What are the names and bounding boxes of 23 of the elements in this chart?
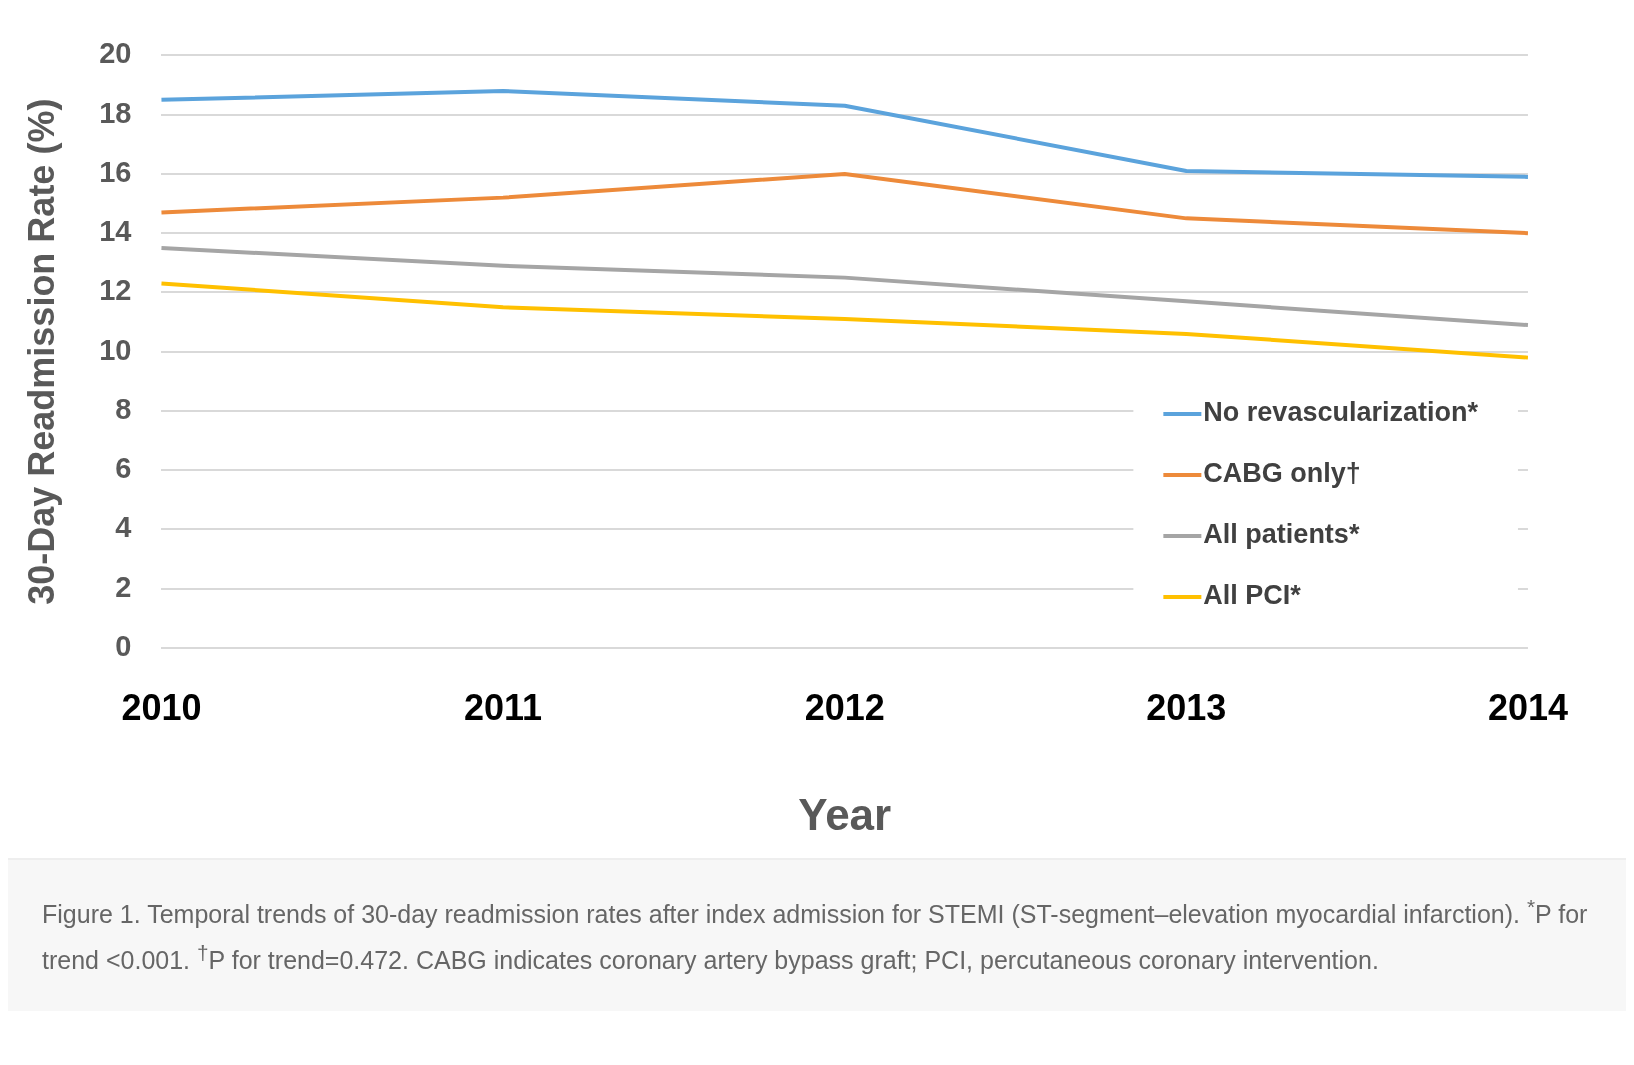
- y-tick-label: 0: [115, 630, 132, 662]
- legend-label: All patients*: [1203, 519, 1360, 550]
- text: Figure 1. Temporal trends of 30-day readmission rates after index admission for STEMI (ST-segment–elevation myocardial infarction). $^{*}$P for trend <0.001. $^{†}$P for trend=0.472. CABG indicates coronary artery bypass graft; PCI, percutaneous coronary intervention.: [42, 895, 1588, 974]
- y-tick-label: 14: [99, 215, 132, 248]
- legend-label: CABG only†: [1203, 458, 1361, 489]
- x-tick-label: 2014: [1487, 686, 1568, 728]
- x-tick-label: 2011: [464, 686, 543, 728]
- x-tick-label: 2013: [1146, 686, 1227, 728]
- x-axis-title: Year: [798, 789, 892, 839]
- y-tick-label: 20: [99, 37, 132, 70]
- x-tick-label: 2012: [804, 686, 885, 728]
- y-tick-label: 2: [115, 570, 132, 603]
- y-tick-label: 8: [115, 392, 132, 425]
- y-tick-label: 6: [115, 452, 132, 485]
- legend-label: No revascularization*: [1203, 397, 1479, 428]
- y-tick-label: 4: [115, 511, 132, 544]
- y-tick-label: 10: [99, 333, 132, 366]
- x-tick-label: 2010: [121, 686, 202, 728]
- y-axis-title: 30-Day Readmission Rate (%): [20, 98, 62, 605]
- y-tick-label: 12: [99, 274, 132, 307]
- y-tick-label: 18: [99, 96, 132, 129]
- y-tick-label: 16: [99, 155, 132, 188]
- legend-label: All PCI*: [1203, 580, 1302, 611]
